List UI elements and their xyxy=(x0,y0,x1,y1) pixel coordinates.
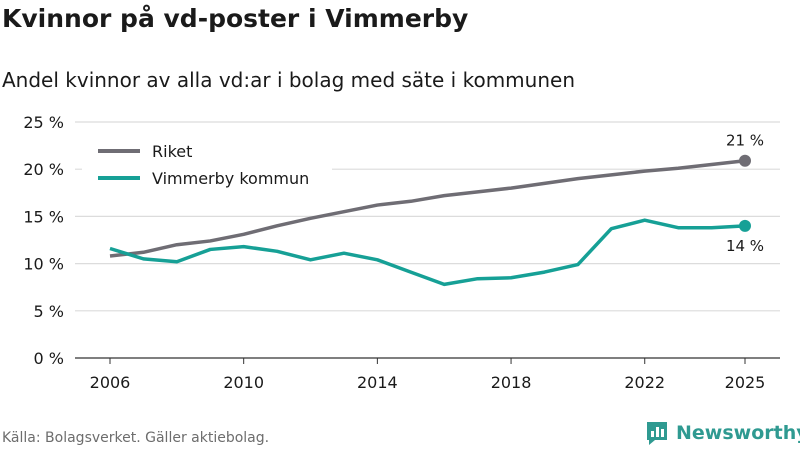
y-tick-label: 25 % xyxy=(23,113,64,132)
x-tick-label: 2014 xyxy=(357,373,398,392)
x-tick-label: 2006 xyxy=(90,373,131,392)
end-point-0 xyxy=(739,154,751,167)
legend-bg xyxy=(82,134,332,160)
y-tick-label: 20 % xyxy=(23,160,64,179)
chart-subtitle: Andel kvinnor av alla vd:ar i bolag med … xyxy=(2,68,575,92)
legend-label-1: Vimmerby kommun xyxy=(152,169,309,188)
source-note: Källa: Bolagsverket. Gäller aktiebolag. xyxy=(2,430,270,446)
end-label-0: 21 % xyxy=(726,132,764,150)
chart-title: Kvinnor på vd-poster i Vimmerby xyxy=(2,4,469,33)
legend-bg xyxy=(82,161,332,187)
y-tick-label: 10 % xyxy=(23,255,64,274)
x-tick-label: 2025 xyxy=(725,373,766,392)
series-line-0 xyxy=(109,158,746,258)
line-chart: 0 % 5 % 10 % 15 % 20 % 25 % 2006 2010 2014 2018 20… xyxy=(23,113,780,392)
legend-label-0: Riket xyxy=(152,142,192,161)
x-tick-label: 2018 xyxy=(491,373,532,392)
series-line-1 xyxy=(109,218,746,287)
y-tick-label: 0 % xyxy=(34,349,64,368)
newsworthy-logo-icon xyxy=(647,422,667,445)
x-tick-label: 2022 xyxy=(624,373,665,392)
newsworthy-logo: Newsworthy xyxy=(644,420,800,446)
x-tick-label: 2010 xyxy=(223,373,264,392)
y-tick-label: 15 % xyxy=(23,207,64,226)
end-point-1 xyxy=(739,219,751,232)
y-tick-label: 5 % xyxy=(34,302,64,321)
brand-name: Newsworthy xyxy=(676,422,800,444)
end-label-1: 14 % xyxy=(726,237,764,255)
